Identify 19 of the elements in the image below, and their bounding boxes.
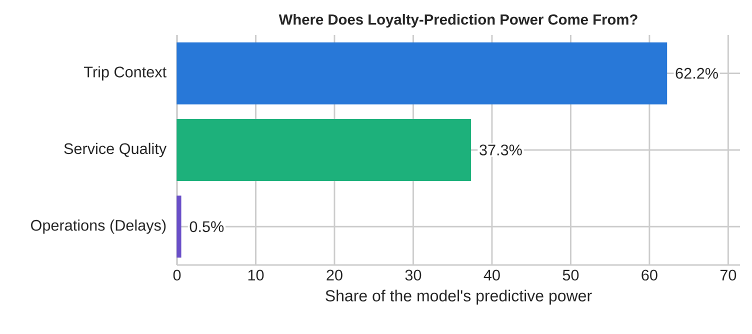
chart-title: Where Does Loyalty-Prediction Power Come From? [278,14,638,28]
bar [176,118,472,181]
bar [176,42,668,104]
x-tick-label: 60 [642,270,658,281]
x-tick-label: 0 [173,270,181,281]
x-tick-label: 70 [720,270,736,281]
bar [176,196,182,258]
x-tick-label: 30 [405,270,422,281]
x-tick-label: 10 [248,270,264,281]
data-label: 0.5% [190,221,224,232]
y-tick-label: Trip Context [84,66,166,80]
x-tick-label: 20 [326,270,342,281]
y-tick-label: Service Quality [64,142,167,158]
data-label: 62.2% [676,68,718,79]
y-tick-label: Operations (Delays) [30,220,166,234]
x-tick-label: 50 [562,270,579,281]
x-tick-label: 40 [484,270,500,281]
data-label: 37.3% [480,144,522,156]
x-axis-title: Share of the model's predictive power [326,290,592,305]
